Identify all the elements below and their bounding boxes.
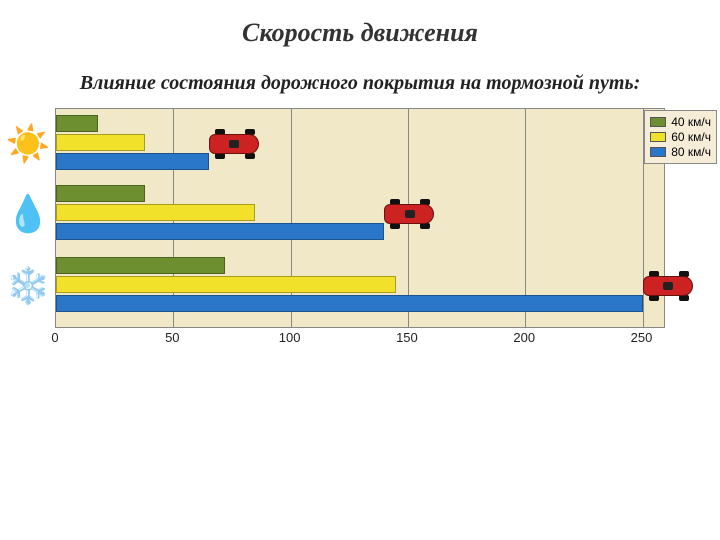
group-ice: ❄️ [56, 257, 664, 314]
bar-wet-s60 [56, 204, 255, 221]
bar-dry-s40 [56, 115, 98, 132]
page-subtitle: Влияние состояния дорожного покрытия на … [0, 48, 720, 96]
bar-wet-s80 [56, 223, 384, 240]
x-tick: 150 [396, 330, 418, 345]
ice-icon: ❄️ [6, 264, 50, 308]
chart-plot: ☀️ 💧 ❄️ [55, 108, 665, 328]
car-icon [378, 201, 440, 227]
bar-ice-s60 [56, 276, 396, 293]
legend-swatch [650, 117, 666, 127]
chart: ☀️💧❄️ 050100150200250 40 км/ч60 км/ч80 к… [0, 108, 720, 348]
x-tick: 250 [631, 330, 653, 345]
chart-area: ☀️💧❄️ 050100150200250 40 км/ч60 км/ч80 к… [55, 108, 665, 348]
legend-item-s60: 60 км/ч [650, 130, 711, 144]
page-title: Скорость движения [0, 0, 720, 48]
bar-ice-s40 [56, 257, 225, 274]
car-icon [637, 273, 699, 299]
bar-ice-s80 [56, 295, 643, 312]
legend-swatch [650, 147, 666, 157]
legend-swatch [650, 132, 666, 142]
bar-wet-s40 [56, 185, 145, 202]
x-axis: 050100150200250 [55, 328, 665, 348]
legend-item-s80: 80 км/ч [650, 145, 711, 159]
bar-dry-s80 [56, 153, 209, 170]
x-tick: 200 [513, 330, 535, 345]
legend-item-s40: 40 км/ч [650, 115, 711, 129]
x-tick: 0 [51, 330, 58, 345]
legend-label: 60 км/ч [671, 130, 711, 144]
x-tick: 100 [279, 330, 301, 345]
x-tick: 50 [165, 330, 179, 345]
group-wet: 💧 [56, 185, 664, 242]
legend-label: 40 км/ч [671, 115, 711, 129]
dry-icon: ☀️ [6, 122, 50, 166]
legend-label: 80 км/ч [671, 145, 711, 159]
car-icon [203, 131, 265, 157]
group-dry: ☀️ [56, 115, 664, 172]
bar-dry-s60 [56, 134, 145, 151]
legend: 40 км/ч60 км/ч80 км/ч [644, 110, 717, 164]
wet-icon: 💧 [6, 192, 50, 236]
